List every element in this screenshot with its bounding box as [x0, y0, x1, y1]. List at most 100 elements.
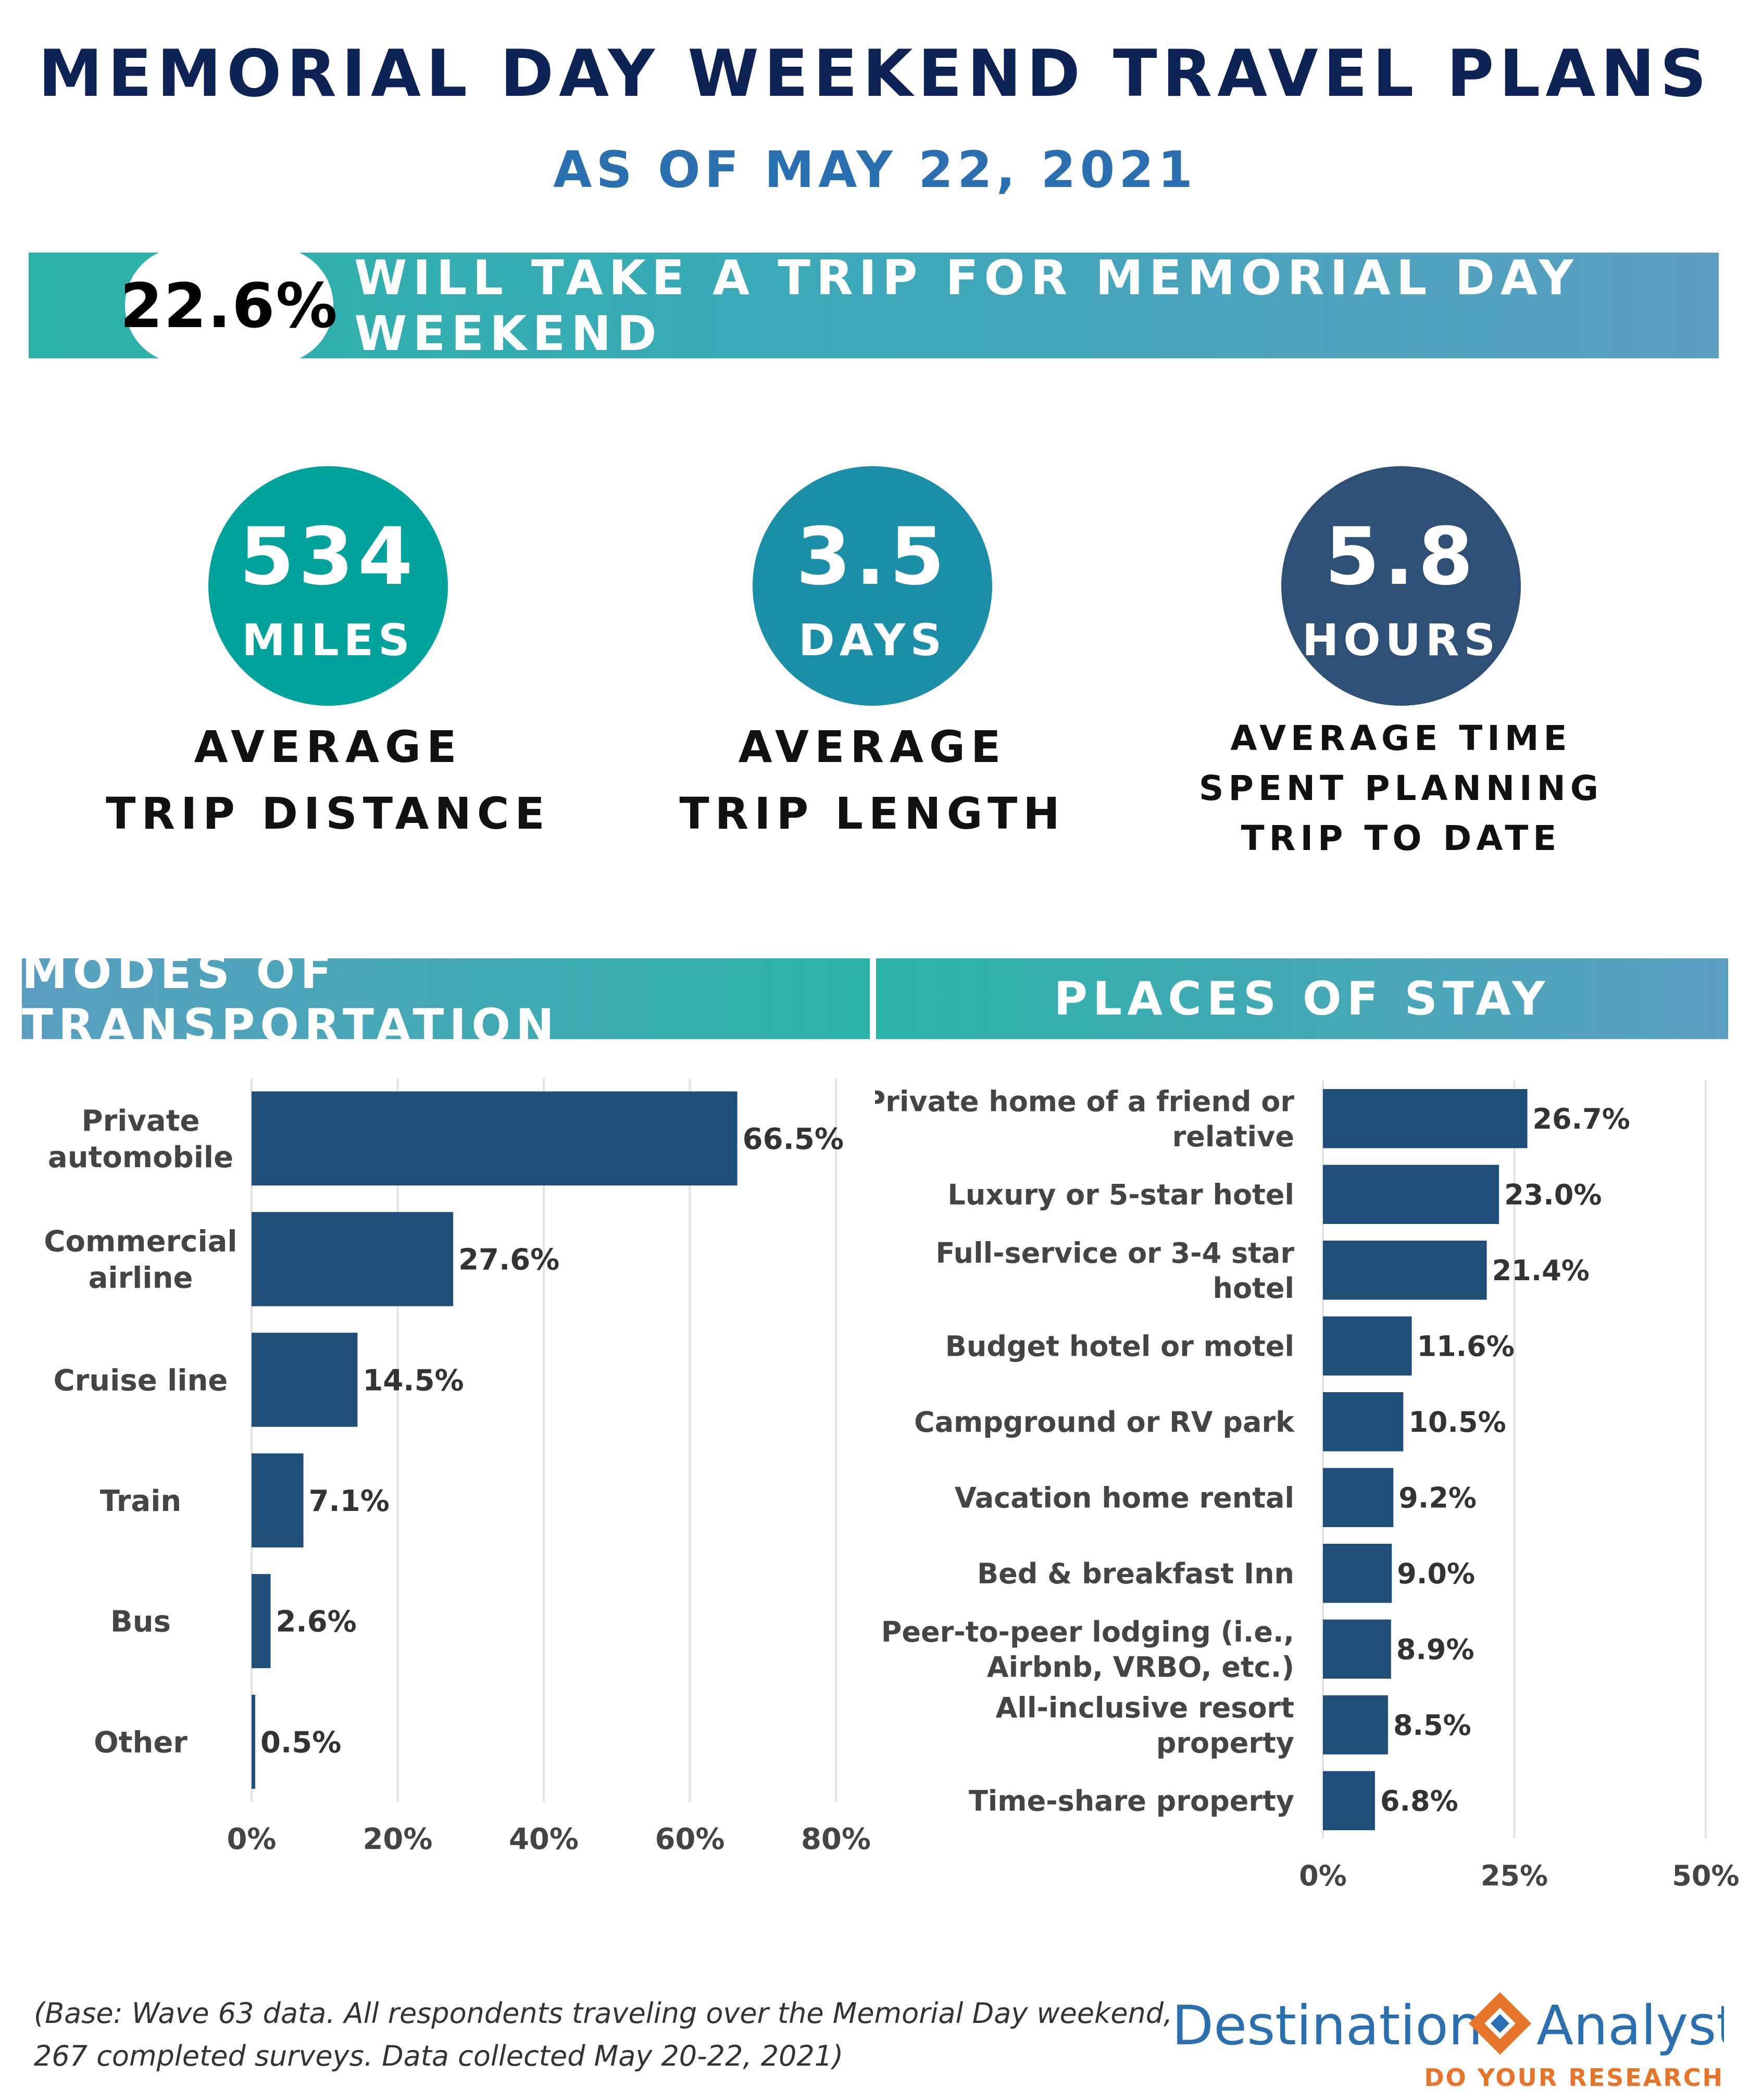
planning-label-line: SPENT PLANNING — [1198, 768, 1604, 808]
category-label-line: Vacation home rental — [955, 1482, 1294, 1515]
category-label-line: hotel — [1213, 1272, 1295, 1305]
bar — [252, 1694, 256, 1789]
planning-value: 5.8 — [1324, 510, 1478, 603]
bar — [1323, 1771, 1375, 1830]
logo-text-left: Destination — [1172, 1994, 1483, 2057]
bar — [1323, 1544, 1392, 1603]
bar — [1323, 1316, 1412, 1376]
logo-tagline: DO YOUR RESEARCH — [1424, 2064, 1724, 2092]
bar — [1323, 1241, 1487, 1300]
category-label: Time-share property — [969, 1785, 1294, 1818]
bar-value-label: 27.6% — [458, 1243, 559, 1277]
bar-value-label: 2.6% — [276, 1605, 356, 1639]
footnote-line: 267 completed surveys. Data collected Ma… — [34, 2040, 844, 2072]
bar-value-label: 6.8% — [1380, 1785, 1458, 1818]
footnote-line: (Base: Wave 63 data. All respondents tra… — [34, 1997, 1173, 2030]
category-label: Bus — [110, 1605, 171, 1639]
category-label-line: Bus — [110, 1605, 171, 1639]
category-label: Campground or RV park — [914, 1406, 1295, 1439]
x-tick-label: 0% — [227, 1822, 276, 1856]
category-label-line: Train — [100, 1484, 182, 1518]
category-label: Cruise line — [54, 1364, 228, 1397]
bar — [252, 1332, 358, 1427]
planning-unit: HOURS — [1302, 615, 1501, 666]
distance-label: AVERAGE TRIP DISTANCE — [94, 714, 562, 847]
category-label: Private automobile — [48, 1104, 233, 1174]
x-tick-label: 80% — [801, 1822, 871, 1856]
bar-value-label: 66.5% — [743, 1122, 844, 1156]
category-label-line: airline — [89, 1261, 193, 1295]
category-label: Other — [94, 1726, 188, 1759]
bar-value-label: 7.1% — [309, 1484, 390, 1518]
bar-value-label: 26.7% — [1532, 1103, 1630, 1135]
category-label: Peer-to-peer lodging (i.e., Airbnb, VRBO,… — [881, 1616, 1294, 1684]
x-tick-label: 0% — [1299, 1859, 1347, 1892]
length-label-line: TRIP LENGTH — [679, 788, 1066, 839]
category-label: Private home of a friend or relative — [875, 1085, 1294, 1153]
category-label-line: Peer-to-peer lodging (i.e., — [881, 1616, 1294, 1648]
bar-value-label: 10.5% — [1408, 1406, 1506, 1439]
page-title: MEMORIAL DAY WEEKEND TRAVEL PLANS — [38, 36, 1712, 111]
footnote: (Base: Wave 63 data. All respondents tra… — [34, 1992, 1180, 2078]
x-tick-label: 50% — [1672, 1859, 1739, 1892]
category-label-line: Private home of a friend or — [875, 1085, 1294, 1118]
category-label: Commercial airline — [44, 1225, 237, 1295]
planning-label-line: TRIP TO DATE — [1241, 818, 1561, 858]
category-label: Bed & breakfast Inn — [977, 1557, 1294, 1590]
stay-bar-chart: 0% 25% 50% 26.7% Private home of a friend or… — [875, 1081, 1740, 1892]
bar — [1323, 1619, 1391, 1679]
bar-value-label: 11.6% — [1417, 1330, 1515, 1363]
trip-percent-badge: 22.6% — [120, 247, 338, 364]
bar — [1323, 1695, 1388, 1755]
x-tick-label: 60% — [655, 1822, 724, 1856]
bar — [1323, 1165, 1499, 1224]
bar — [252, 1574, 271, 1668]
category-label-line: Commercial — [44, 1225, 237, 1259]
length-stat-circle: 3.5 DAYS — [753, 466, 992, 706]
bar — [1323, 1392, 1404, 1452]
bar-value-label: 8.5% — [1393, 1709, 1471, 1742]
category-label-line: property — [1156, 1727, 1294, 1759]
length-label-line: AVERAGE — [738, 721, 1007, 772]
category-label: Luxury or 5-star hotel — [947, 1179, 1294, 1211]
distance-value: 534 — [239, 510, 417, 603]
page-subtitle: AS OF MAY 22, 2021 — [553, 141, 1197, 199]
distance-label-line: TRIP DISTANCE — [106, 788, 551, 839]
category-label: Train — [100, 1484, 182, 1518]
logo-diamond-icon — [1469, 1992, 1531, 2055]
category-label-line: Luxury or 5-star hotel — [947, 1179, 1294, 1211]
length-value: 3.5 — [796, 510, 949, 603]
length-unit: DAYS — [798, 615, 947, 666]
logo-text-right: Analysts — [1536, 1994, 1724, 2057]
category-label: All-inclusive resort property — [996, 1691, 1294, 1759]
bar-value-label: 9.0% — [1397, 1557, 1475, 1590]
category-label-line: Other — [94, 1726, 188, 1759]
category-label-line: Budget hotel or motel — [945, 1330, 1294, 1363]
category-label-line: Campground or RV park — [914, 1406, 1295, 1439]
transport-section-header: MODES OF TRANSPORTATION — [22, 945, 870, 1053]
category-label: Full-service or 3-4 star hotel — [935, 1236, 1294, 1305]
length-label: AVERAGE TRIP LENGTH — [638, 714, 1107, 847]
bar — [1323, 1468, 1394, 1527]
destination-analysts-logo: Destination Analysts DO YOUR RESEARCH — [1172, 1992, 1724, 2092]
category-label-line: Bed & breakfast Inn — [977, 1557, 1294, 1590]
category-label: Vacation home rental — [955, 1482, 1294, 1515]
planning-label-line: AVERAGE TIME — [1230, 718, 1572, 758]
bar — [252, 1453, 304, 1548]
bar-value-label: 0.5% — [260, 1726, 341, 1759]
category-label-line: Cruise line — [54, 1364, 228, 1397]
category-label-line: relative — [1172, 1120, 1294, 1153]
trip-banner-text: WILL TAKE A TRIP FOR MEMORIAL DAY WEEKEN… — [354, 249, 1579, 361]
bar-value-label: 9.2% — [1398, 1482, 1477, 1515]
stay-section-header: PLACES OF STAY — [876, 958, 1728, 1039]
category-label-line: Airbnb, VRBO, etc.) — [987, 1651, 1294, 1683]
x-tick-label: 20% — [362, 1822, 432, 1856]
bar — [1323, 1089, 1528, 1148]
transport-bar-chart: 0% 20% 40% 60% 80% 66.5% Private automobile 27.6… — [44, 1078, 871, 1856]
bar-value-label: 14.5% — [362, 1364, 464, 1397]
category-label-line: Private — [82, 1104, 200, 1138]
category-label-line: All-inclusive resort — [996, 1691, 1294, 1724]
bar-value-label: 21.4% — [1492, 1254, 1590, 1287]
bar — [252, 1091, 738, 1186]
category-label: Budget hotel or motel — [945, 1330, 1294, 1363]
